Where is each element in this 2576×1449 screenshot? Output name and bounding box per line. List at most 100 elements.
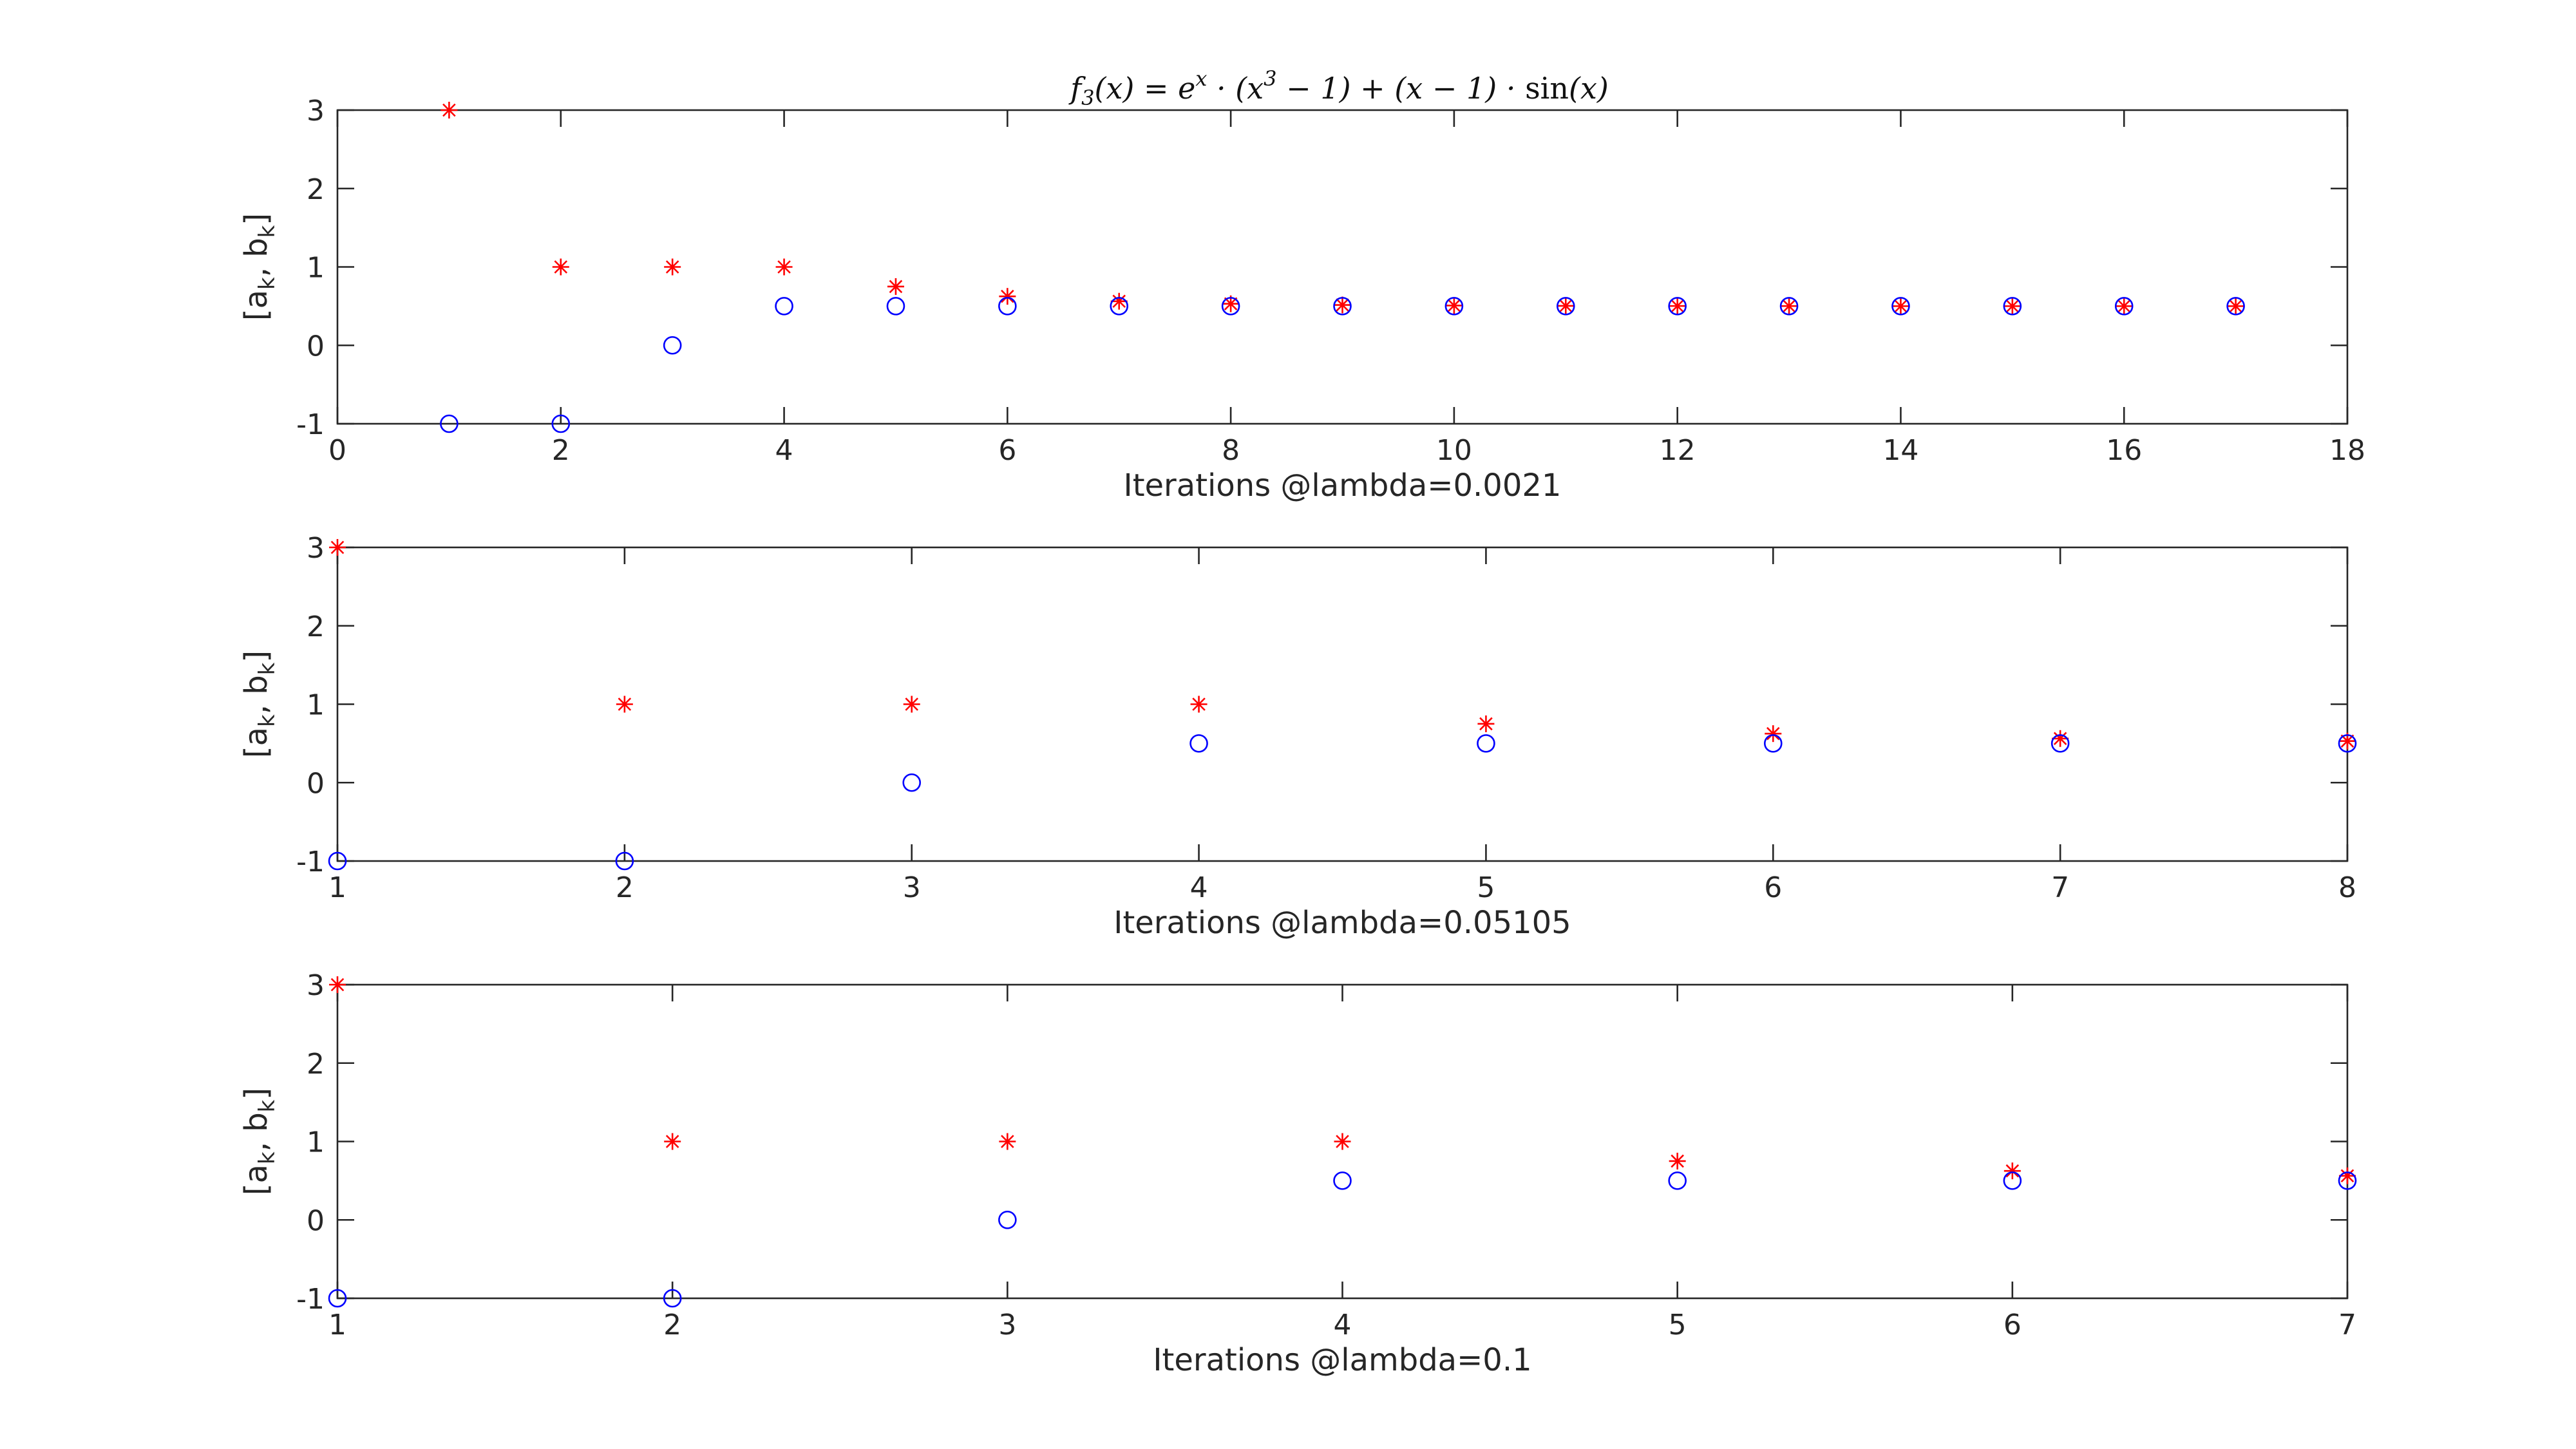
a-point xyxy=(1557,297,1575,314)
b-point xyxy=(1556,297,1575,316)
x-tick-label: 1 xyxy=(328,1309,346,1341)
b-point xyxy=(1477,734,1495,753)
y-tick-label: 0 xyxy=(307,330,325,363)
a-point xyxy=(1190,696,1208,713)
a-point xyxy=(1334,1133,1351,1150)
y-tick-label: 3 xyxy=(307,532,325,565)
b-point xyxy=(1444,297,1464,316)
a-point xyxy=(1477,715,1495,732)
y-tick-label: -1 xyxy=(296,408,325,441)
a-point xyxy=(775,258,793,276)
x-axis-label: Iterations @lambda=0.05105 xyxy=(1113,905,1571,941)
a-point xyxy=(1110,292,1128,310)
plot-area-frame xyxy=(336,109,2349,425)
a-point xyxy=(887,278,904,295)
x-tick-label: 2 xyxy=(552,434,570,467)
a-point xyxy=(2052,730,2069,747)
b-point xyxy=(2050,734,2070,753)
b-point xyxy=(998,1210,1017,1229)
y-tick-label: 3 xyxy=(307,95,325,128)
b-point xyxy=(2338,1171,2357,1190)
b-point xyxy=(2114,297,2134,316)
b-point xyxy=(1763,734,1783,753)
b-point xyxy=(775,297,793,316)
x-tick-label: 6 xyxy=(2003,1309,2022,1341)
x-tick-label: 1 xyxy=(328,871,346,904)
b-point xyxy=(1333,297,1352,316)
y-tick-label: 1 xyxy=(307,689,325,722)
x-tick-label: 2 xyxy=(616,871,634,904)
plot-area-frame xyxy=(336,546,2349,862)
b-point xyxy=(1779,297,1799,316)
b-point xyxy=(902,773,922,792)
b-point xyxy=(1110,297,1129,316)
b-point xyxy=(2003,297,2022,316)
a-point xyxy=(329,976,346,993)
a-point xyxy=(2003,1162,2021,1180)
b-point xyxy=(1668,1171,1687,1190)
y-axis-label: [ak, bk] xyxy=(238,650,280,758)
b-point xyxy=(2003,1171,2022,1190)
a-point xyxy=(440,102,458,118)
b-point xyxy=(1333,1171,1352,1190)
x-tick-label: 3 xyxy=(998,1309,1016,1341)
x-tick-label: 12 xyxy=(1660,434,1696,467)
b-point xyxy=(2338,734,2357,753)
y-tick-label: 0 xyxy=(307,1204,325,1237)
a-point xyxy=(1765,725,1782,743)
a-point xyxy=(664,258,681,276)
b-point xyxy=(1189,734,1208,753)
y-tick-label: 1 xyxy=(307,252,325,285)
chart-title: f3(x) = ex · (x3 − 1) + (x − 1) · sin(x) xyxy=(1068,66,1609,110)
x-tick-label: 18 xyxy=(2329,434,2365,467)
y-tick-label: 3 xyxy=(307,969,325,1002)
x-tick-label: 8 xyxy=(2338,871,2356,904)
a-point xyxy=(2339,732,2356,750)
x-axis-label: Iterations @lambda=0.1 xyxy=(1153,1342,1531,1378)
x-tick-label: 5 xyxy=(1669,1309,1687,1341)
b-point xyxy=(1221,297,1240,316)
y-tick-label: -1 xyxy=(296,1283,325,1316)
x-tick-label: 10 xyxy=(1436,434,1472,467)
b-point xyxy=(663,1289,682,1308)
a-point xyxy=(2227,298,2244,315)
a-point xyxy=(999,1133,1016,1150)
x-axis-label: Iterations @lambda=0.0021 xyxy=(1124,468,1562,504)
b-point xyxy=(1668,297,1687,316)
a-point xyxy=(2003,298,2021,315)
a-point xyxy=(1669,1152,1686,1170)
b-point xyxy=(328,1289,347,1308)
a-point xyxy=(903,696,920,713)
b-point xyxy=(886,297,905,316)
x-tick-label: 6 xyxy=(998,434,1016,467)
b-point xyxy=(328,851,347,871)
a-point xyxy=(1892,298,1909,315)
y-tick-label: 2 xyxy=(307,1048,325,1081)
subplot-3: 1 2 3 4 5 6 7 -1 0 1 2 3 Iterations @lambda=0.1 [ak, … xyxy=(238,969,2357,1378)
a-point xyxy=(1781,298,1798,315)
a-point xyxy=(999,288,1016,305)
a-point xyxy=(1445,297,1463,314)
x-tick-label: 8 xyxy=(1222,434,1240,467)
x-tick-label: 2 xyxy=(663,1309,681,1341)
a-point xyxy=(2116,298,2133,315)
x-tick-label: 5 xyxy=(1477,871,1495,904)
a-point xyxy=(1334,296,1351,314)
subplot-2: 1 2 3 4 5 6 7 8 -1 0 1 2 3 Iterations @lambda=0.05105… xyxy=(238,532,2357,941)
y-tick-label: 2 xyxy=(307,611,325,643)
x-tick-label: 14 xyxy=(1882,434,1918,467)
y-axis-label: [ak, bk] xyxy=(238,1088,280,1195)
b-point xyxy=(1891,297,1910,316)
a-point xyxy=(664,1133,681,1150)
x-tick-label: 7 xyxy=(2051,871,2069,904)
x-tick-label: 7 xyxy=(2338,1309,2356,1341)
a-point xyxy=(616,696,633,713)
b-point xyxy=(551,414,571,433)
x-tick-label: 0 xyxy=(328,434,346,467)
b-point xyxy=(998,297,1017,316)
x-tick-label: 6 xyxy=(1764,871,1782,904)
x-tick-label: 4 xyxy=(1334,1309,1352,1341)
b-point xyxy=(440,414,459,433)
